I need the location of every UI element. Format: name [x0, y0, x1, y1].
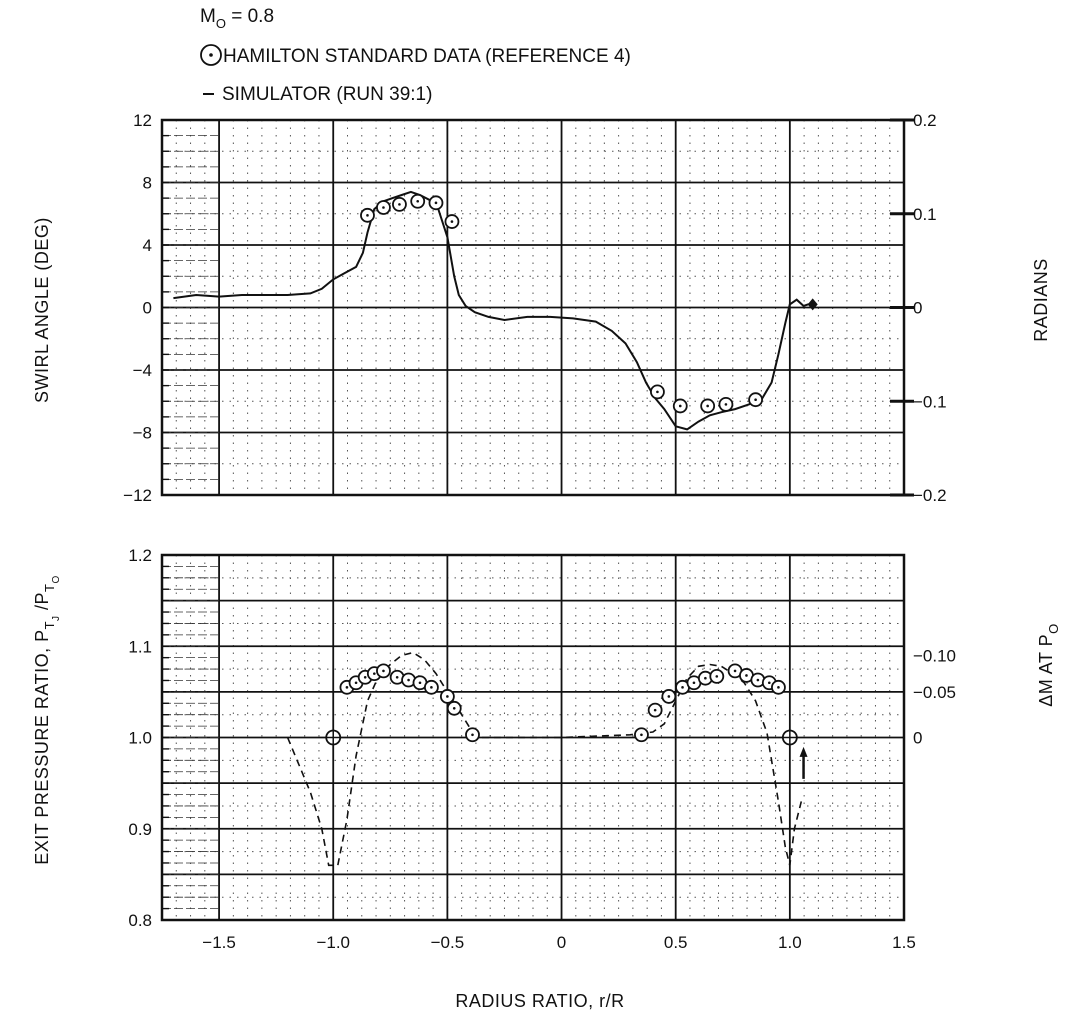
swirl-y-tick-label: 8 [143, 174, 152, 193]
radians-tick-label: 0.2 [913, 111, 937, 130]
data-point-center [767, 681, 771, 685]
data-point-center [653, 708, 657, 712]
swirl-grid [161, 119, 905, 496]
swirl-y-tick-label: −4 [133, 361, 152, 380]
swirl-y-axis-title: SWIRL ANGLE (DEG) [32, 217, 52, 403]
delta-m-axis-title: ΔM AT PO [1036, 623, 1061, 707]
data-point-center [407, 678, 410, 682]
chart-header: MO = 0.8 HAMILTON STANDARD DATA (REFEREN… [200, 6, 631, 105]
radius-ratio-tick-label: −1.5 [202, 933, 236, 952]
data-point-center [667, 695, 671, 698]
radius-ratio-tick-label: 1.0 [778, 933, 802, 952]
data-point-center [692, 681, 696, 685]
swirl-y-tick-labels: 12 8 4 0 −4 −8 −12 [123, 111, 152, 505]
data-point-center [366, 214, 369, 217]
swirl-series [173, 190, 818, 431]
pressure-y-axis-title: EXIT PRESSURE RATIO, PTJ /PTO [32, 575, 62, 865]
delta-m-tick-label: −0.10 [913, 646, 956, 665]
data-point-center [434, 201, 438, 205]
data-point-center [398, 203, 401, 206]
swirl-y-tick-label: 0 [143, 299, 152, 318]
radius-ratio-tick-label: 1.5 [892, 933, 916, 952]
radians-tick-label: −0.2 [913, 486, 947, 505]
data-point-center [382, 669, 385, 673]
radians-axis-title: RADIANS [1031, 258, 1051, 342]
delta-m-tick-label: 0 [913, 729, 922, 748]
data-point-center [382, 206, 385, 209]
delta-m-tick-label: −0.05 [913, 683, 956, 702]
radians-tick-label: 0 [913, 299, 922, 318]
pressure-y-tick-label: 1.1 [128, 637, 152, 656]
data-point-center [395, 675, 399, 679]
legend-entry-data: HAMILTON STANDARD DATA (REFERENCE 4) [223, 46, 631, 67]
legend-entry-simulator: SIMULATOR (RUN 39:1) [222, 84, 432, 105]
curve-end-marker [807, 298, 818, 311]
pressure-y-tick-label: 0.8 [128, 911, 152, 930]
data-point-center [777, 686, 780, 689]
pressure-ratio-panel: 1.2 1.1 1.0 0.9 0.8 −0.10 −0.05 0 −1.5 −1.0 −0.5… [32, 546, 1061, 1011]
radius-ratio-tick-label: −0.5 [431, 933, 465, 952]
data-point-center [724, 403, 728, 406]
radians-tick-labels: 0.2 0.1 0 −0.1 −0.2 [890, 111, 947, 505]
pressure-y-tick-label: 1.0 [128, 729, 152, 748]
data-point-center [363, 675, 367, 679]
condition-label: MO = 0.8 [200, 6, 274, 31]
data-point-center [733, 669, 737, 673]
data-point-center [418, 681, 422, 685]
data-point-center [681, 686, 684, 689]
data-point-center [756, 678, 760, 682]
data-point-center [754, 398, 757, 401]
x-axis-title: RADIUS RATIO, r/R [455, 991, 624, 1011]
data-point-center [450, 220, 454, 223]
simulator-pressure-line [286, 651, 803, 867]
pressure-y-tick-labels: 1.2 1.1 1.0 0.9 0.8 [128, 546, 152, 930]
data-point-center [656, 390, 659, 394]
simulator-swirl-line [173, 190, 813, 431]
radians-tick-label: −0.1 [913, 392, 947, 411]
swirl-y-tick-label: −12 [123, 486, 152, 505]
data-point-center [354, 681, 358, 685]
data-point-center [373, 672, 376, 675]
data-point-center [640, 733, 643, 737]
swirl-y-tick-label: −8 [133, 424, 152, 443]
pressure-y-tick-label: 0.9 [128, 820, 152, 839]
radius-ratio-tick-label: −1.0 [316, 933, 350, 952]
arrow-marker-head [799, 746, 808, 757]
data-point-center [471, 733, 474, 737]
data-point-center [452, 707, 456, 710]
pressure-plot-frame [160, 553, 906, 922]
swirl-y-tick-label: 4 [143, 236, 152, 255]
radius-ratio-tick-label: 0 [557, 933, 566, 952]
data-point-center [430, 686, 433, 689]
legend-data-marker [200, 44, 222, 66]
data-point-center [446, 695, 449, 698]
data-point-center [345, 686, 349, 689]
pressure-series [286, 651, 808, 867]
radians-tick-label: 0.1 [913, 205, 937, 224]
radius-ratio-tick-labels: −1.5 −1.0 −0.5 0 0.5 1.0 1.5 [202, 933, 916, 952]
data-point-center [416, 199, 420, 203]
pressure-y-tick-label: 1.2 [128, 546, 152, 565]
data-point-center [715, 675, 719, 678]
data-point-center [706, 404, 709, 408]
data-point-center [704, 676, 707, 680]
swirl-y-tick-label: 12 [133, 111, 152, 130]
data-point-center [678, 404, 682, 408]
swirl-angle-panel: 12 8 4 0 −4 −8 −12 0.2 0.1 0 −0.1 −0.2 SWIRL ANGLE… [32, 111, 1051, 505]
delta-m-tick-labels: −0.10 −0.05 0 [913, 646, 956, 747]
data-point-center [745, 674, 748, 677]
radius-ratio-tick-label: 0.5 [664, 933, 688, 952]
